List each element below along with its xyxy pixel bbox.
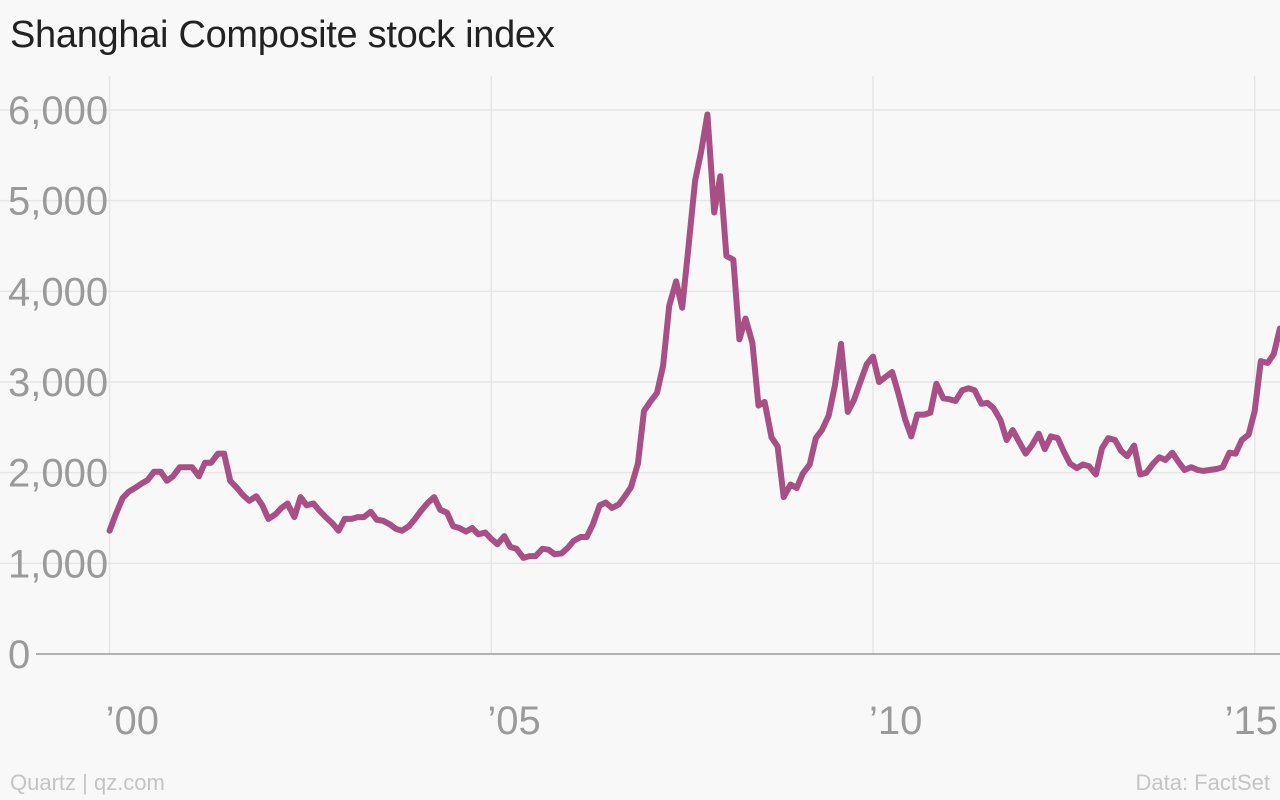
y-tick-label: 3,000 <box>8 361 108 405</box>
y-tick-label: 4,000 <box>8 270 108 314</box>
gridlines <box>0 76 1280 654</box>
chart-title: Shanghai Composite stock index <box>10 14 555 56</box>
series-lines <box>106 111 1280 561</box>
x-tick-label: ’10 <box>869 699 922 743</box>
y-tick-label: 5,000 <box>8 180 108 224</box>
source-credit[interactable]: Quartz | qz.com <box>10 770 165 795</box>
y-tick-label: 1,000 <box>8 542 108 586</box>
x-tick-label: ’05 <box>487 699 540 743</box>
y-tick-label: 2,000 <box>8 452 108 496</box>
y-tick-label: 0 <box>8 633 30 677</box>
axes: 0 1,000 2,000 3,000 4,000 5,000 6,000 ’00 ’05 ’10… <box>8 89 1280 743</box>
series-line <box>106 111 1280 561</box>
x-tick-label: ’00 <box>106 699 159 743</box>
x-tick-label: ’15 <box>1225 699 1278 743</box>
data-source: Data: FactSet <box>1135 770 1270 795</box>
y-tick-label: 6,000 <box>8 89 108 133</box>
